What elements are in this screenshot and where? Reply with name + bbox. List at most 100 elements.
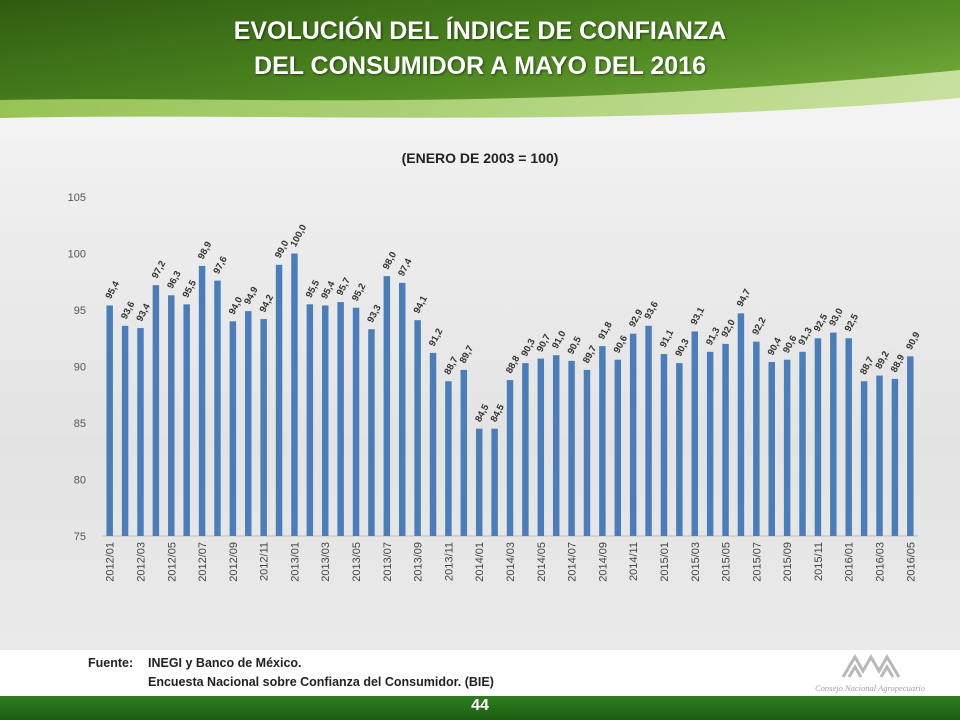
x-tick-label: 2016/05 <box>905 542 917 582</box>
source-line-1: INEGI y Banco de México. <box>148 656 302 670</box>
x-tick-label: 2016/01 <box>844 542 856 582</box>
x-tick-label: 2013/07 <box>382 542 394 582</box>
data-label: 95,7 <box>335 276 353 297</box>
bar <box>830 332 837 536</box>
x-tick-label: 2013/09 <box>413 542 425 582</box>
page-number: 44 <box>471 697 489 714</box>
bar <box>398 282 406 536</box>
bar <box>198 265 206 536</box>
cna-logo: Consejo Nacional Agropecuario <box>815 653 925 693</box>
bar <box>152 285 160 536</box>
bar <box>322 305 329 536</box>
bar <box>907 356 914 536</box>
data-label: 93,0 <box>827 307 845 328</box>
data-label: 98,0 <box>381 250 399 271</box>
x-tick-label: 2012/01 <box>105 542 117 582</box>
y-tick-label: 105 <box>68 192 86 204</box>
data-label: 89,7 <box>581 344 599 365</box>
source-label: Fuente: <box>88 656 134 670</box>
bar <box>660 354 668 536</box>
data-label: 90,4 <box>766 335 785 357</box>
bar <box>799 351 806 536</box>
data-label: 94,2 <box>258 293 276 314</box>
data-label: 90,6 <box>612 334 630 355</box>
x-tick-label: 2014/03 <box>505 542 517 582</box>
y-tick-label: 90 <box>74 362 86 374</box>
data-label: 90,9 <box>904 330 922 351</box>
x-tick-label: 2016/03 <box>875 542 887 582</box>
bar <box>383 276 391 536</box>
bar <box>291 253 298 536</box>
data-label: 94,1 <box>412 293 431 315</box>
bar <box>583 369 591 536</box>
x-tick-label: 2012/07 <box>197 542 209 582</box>
bar <box>506 380 514 536</box>
data-label: 91,3 <box>704 326 722 347</box>
bar <box>814 338 822 536</box>
bar <box>245 311 252 536</box>
bar <box>121 325 129 536</box>
x-tick-label: 2015/11 <box>813 542 825 581</box>
data-label: 84,5 <box>489 402 508 424</box>
data-label: 89,7 <box>458 344 476 365</box>
bar <box>876 375 883 536</box>
logo-text: Consejo Nacional Agropecuario <box>815 683 925 693</box>
bar <box>414 320 421 536</box>
bar <box>475 428 483 536</box>
data-label: 91,0 <box>550 329 568 350</box>
data-label: 90,6 <box>781 334 799 355</box>
bar <box>445 381 452 536</box>
bar <box>629 333 637 536</box>
bar <box>275 264 283 536</box>
bar <box>229 321 237 536</box>
bar <box>845 338 852 536</box>
bar <box>676 363 683 536</box>
bar <box>522 363 529 536</box>
bar <box>260 319 267 536</box>
bar <box>214 280 221 536</box>
bar <box>368 329 375 536</box>
bar <box>691 331 698 536</box>
data-label: 93,3 <box>365 303 383 324</box>
source-line-2: Encuesta Nacional sobre Confianza del Co… <box>148 675 494 689</box>
data-label: 92,2 <box>750 316 768 337</box>
x-tick-label: 2012/05 <box>166 542 178 582</box>
y-tick-label: 85 <box>74 418 86 430</box>
bar <box>891 378 899 536</box>
bar <box>568 360 575 536</box>
x-tick-label: 2014/07 <box>567 542 579 582</box>
bar <box>352 307 360 536</box>
bar <box>491 428 498 536</box>
bar <box>599 346 606 536</box>
source-note: Fuente: INEGI y Banco de México. Encuesta… <box>88 654 494 692</box>
data-label: 95,2 <box>350 282 368 303</box>
bar <box>168 295 175 536</box>
x-tick-label: 2013/11 <box>443 542 455 581</box>
data-label: 93,4 <box>134 301 153 323</box>
page-title: EVOLUCIÓN DEL ÍNDICE DE CONFIANZA DEL CO… <box>0 14 960 84</box>
data-label: 88,9 <box>889 353 907 374</box>
data-label: 98,9 <box>196 240 214 261</box>
y-tick-label: 100 <box>68 249 86 261</box>
data-label: 94,9 <box>242 285 260 306</box>
title-line-2: DEL CONSUMIDOR A MAYO DEL 2016 <box>254 52 706 80</box>
data-label: 100,0 <box>288 223 309 249</box>
data-label: 92,5 <box>843 312 862 334</box>
bar <box>183 304 190 536</box>
x-tick-label: 2013/01 <box>289 542 301 582</box>
data-label: 91,2 <box>427 327 445 348</box>
chart-subtitle: (ENERO DE 2003 = 100) <box>401 150 559 166</box>
bar <box>614 359 622 536</box>
header-banner <box>0 0 960 150</box>
bar <box>768 361 775 536</box>
y-tick-label: 75 <box>74 531 86 543</box>
x-tick-label: 2013/03 <box>320 542 332 582</box>
data-label: 94,7 <box>735 287 753 308</box>
data-label: 95,4 <box>104 279 123 301</box>
data-label: 90,3 <box>673 337 691 358</box>
bar <box>706 351 714 536</box>
x-tick-label: 2014/05 <box>536 542 548 582</box>
x-tick-label: 2012/03 <box>135 542 147 582</box>
data-label: 95,5 <box>181 278 200 300</box>
bar-chart: 75 80 85 90 95 100 105 95,4 93,6 93,4 97,296,395,5… <box>68 192 923 582</box>
